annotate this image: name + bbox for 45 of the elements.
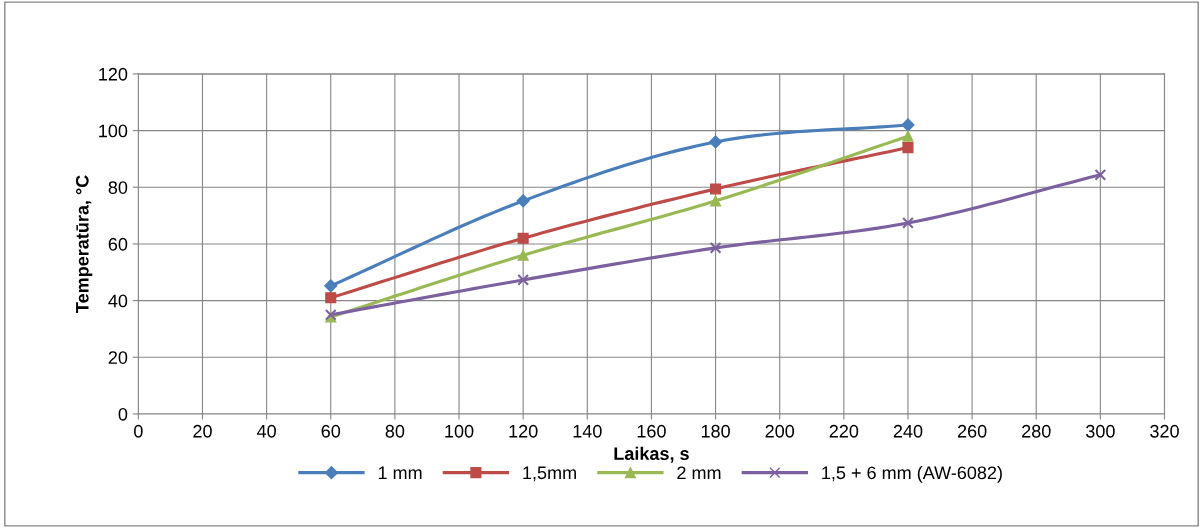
x-tick-label: 100 (445, 424, 474, 438)
point (902, 142, 914, 154)
y-tick-label: 120 (99, 67, 128, 81)
x-tick-label: 120 (509, 424, 538, 438)
point (710, 195, 722, 207)
x-tick-label: 240 (893, 424, 923, 438)
legend-label: 1,5 + 6 mm (AW-6082) (822, 465, 1002, 483)
legend-label: 1 mm (378, 466, 422, 479)
point (710, 183, 722, 195)
x-tick-label: 260 (957, 424, 987, 438)
x-axis-title: Laikas, s (614, 446, 689, 463)
point (517, 274, 530, 286)
y-tick-label: 80 (108, 181, 128, 194)
x-tick-label: 280 (1022, 424, 1051, 438)
point (325, 292, 337, 304)
point (324, 279, 338, 293)
point (708, 135, 723, 149)
y-tick-label: 20 (108, 351, 128, 364)
legend-label: 2 mm (677, 466, 721, 479)
y-tick-label: 0 (118, 407, 128, 421)
y-axis-title: Temperatūra, °C (75, 175, 93, 313)
x-tick-label: 220 (829, 424, 859, 438)
y-tick-label: 40 (108, 294, 128, 308)
point (901, 118, 915, 132)
x-tick-label: 200 (765, 424, 795, 438)
x-tick-label: 20 (193, 424, 212, 438)
x-tick-label: 40 (256, 424, 276, 438)
point (1094, 168, 1107, 181)
y-tick-label: 100 (99, 124, 128, 138)
point (516, 194, 530, 208)
point (902, 217, 914, 229)
legend-label: 1,5mm (523, 466, 576, 482)
x-tick-label: 80 (385, 424, 405, 438)
x-tick-label: 320 (1150, 424, 1179, 438)
x-tick-label: 160 (637, 424, 666, 438)
x-tick-label: 60 (321, 424, 341, 438)
point (902, 130, 914, 142)
point (517, 232, 529, 244)
x-tick-label: 0 (134, 424, 143, 438)
x-tick-label: 180 (701, 424, 730, 438)
point (709, 242, 722, 254)
x-tick-label: 300 (1086, 424, 1115, 438)
x-tick-label: 140 (573, 424, 602, 438)
y-tick-label: 60 (108, 237, 128, 251)
point (517, 249, 529, 261)
